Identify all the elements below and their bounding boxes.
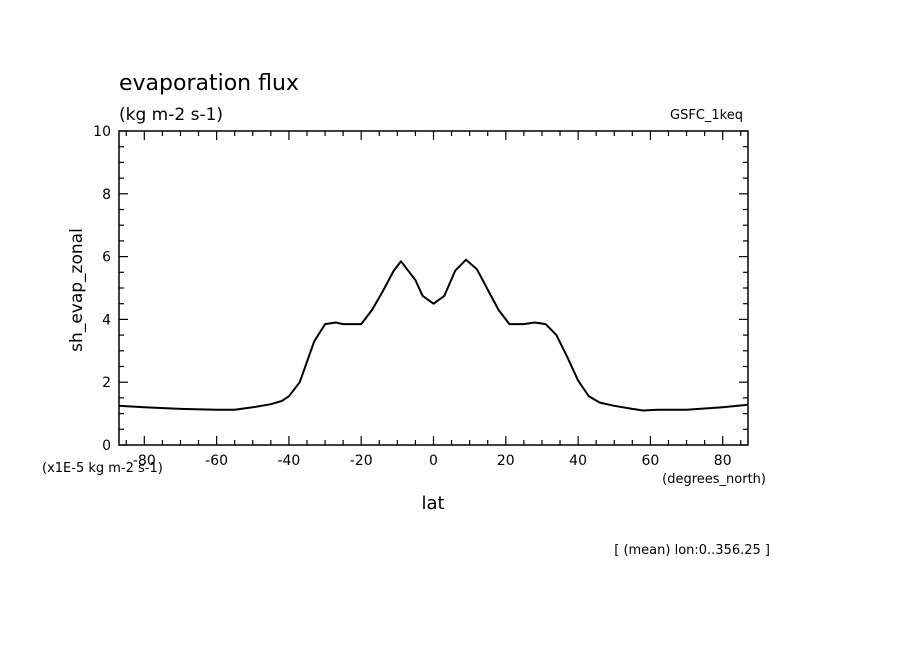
y-tick-label: 0 xyxy=(102,438,111,454)
y-tick-label: 4 xyxy=(102,312,111,328)
series-group xyxy=(118,258,749,412)
x-tick-label: 80 xyxy=(714,453,732,469)
x-tick-label: -60 xyxy=(205,453,228,469)
x-tick-label: 60 xyxy=(641,453,659,469)
x-tick-label: 0 xyxy=(429,453,438,469)
footnote: [ (mean) lon:0..356.25 ] xyxy=(614,543,770,558)
x-tick-label: -80 xyxy=(133,453,156,469)
plot-frame xyxy=(118,130,749,446)
y-axis-label: sh_evap_zonal xyxy=(67,228,87,352)
x-axis-units: (degrees_north) xyxy=(662,472,766,487)
series-line xyxy=(118,258,749,412)
axis-ticks: -80 -60 -40 -20 0 20 40 60 80 0 2 4 6 8 10 xyxy=(93,124,748,469)
y-tick-label: 6 xyxy=(102,250,111,266)
x-tick-label: -40 xyxy=(277,453,300,469)
x-tick-label: 40 xyxy=(569,453,587,469)
chart-subtitle: (kg m-2 s-1) xyxy=(119,105,223,125)
y-tick-label: 2 xyxy=(102,375,111,391)
x-tick-label: 20 xyxy=(497,453,515,469)
x-axis-label: lat xyxy=(421,493,444,514)
x-tick-label: -20 xyxy=(350,453,373,469)
chart-title: evaporation flux xyxy=(119,71,299,96)
y-tick-label: 10 xyxy=(93,124,111,140)
y-axis-units: (x1E-5 kg m-2 s-1) xyxy=(42,461,163,476)
dataset-label: GSFC_1keq xyxy=(670,108,743,123)
y-tick-label: 8 xyxy=(102,187,111,203)
